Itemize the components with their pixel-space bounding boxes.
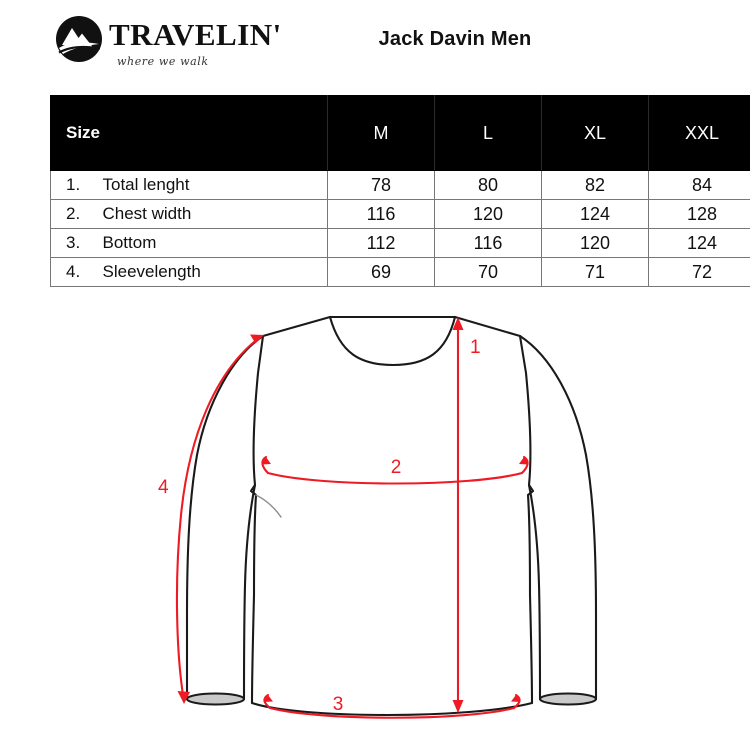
bottom-width-arrow-right [511, 695, 521, 702]
total-length-arrow-top [452, 317, 464, 330]
row-number: 3. [50, 228, 103, 258]
left-sleeve-outer-edge [185, 334, 265, 701]
bottom-width-marker [263, 693, 521, 719]
header-size-label: Size [50, 95, 328, 171]
table-row: 3. Bottom 112 116 120 124 [50, 228, 750, 258]
row-value-xxl: 84 [648, 170, 750, 200]
row-value-m: 78 [327, 170, 435, 200]
brand-logo: TRAVELIN' where we walk [55, 13, 285, 75]
row-value-xxl: 72 [648, 257, 750, 287]
bottom-width-marker-label: 3 [333, 694, 344, 715]
header-size-xl: XL [541, 95, 649, 171]
sleeve-length-marker-label: 4 [158, 477, 169, 498]
row-label: Total lenght [102, 170, 328, 200]
sleeve-length-arrow-top [250, 334, 264, 344]
row-value-xl: 120 [541, 228, 649, 258]
mountain-circle-logo-icon [56, 16, 102, 62]
row-value-l: 116 [434, 228, 542, 258]
chest-width-arrow-right [519, 457, 529, 465]
header-size-l: L [434, 95, 542, 171]
sleeve-length-marker [175, 334, 264, 704]
chest-width-line [266, 471, 524, 485]
right-cuff [539, 692, 597, 706]
chest-width-arrow-left [261, 457, 271, 465]
right-sleeve-inner-edge [527, 483, 542, 701]
page-title: Jack Davin Men [378, 28, 532, 50]
row-label: Bottom [102, 228, 328, 258]
row-value-xl: 124 [541, 199, 649, 229]
size-chart-table: Size M L XL XXL 1. Total lenght 78 80 82… [50, 95, 750, 287]
row-value-l: 120 [434, 199, 542, 229]
table-row: 1. Total lenght 78 80 82 84 [50, 170, 750, 200]
row-value-m: 69 [327, 257, 435, 287]
row-value-l: 80 [434, 170, 542, 200]
row-label: Sleevelength [102, 257, 328, 287]
row-value-l: 70 [434, 257, 542, 287]
total-length-arrow-bottom [452, 700, 464, 713]
left-shoulder-edge [261, 315, 332, 338]
row-value-xxl: 128 [648, 199, 750, 229]
total-length-marker [452, 317, 464, 713]
garment-outline [185, 315, 598, 717]
neckline-curve [328, 315, 457, 367]
right-shoulder-edge [453, 315, 522, 338]
header-size-m: M [327, 95, 435, 171]
garment-diagram-svg: 1 2 3 4 [158, 315, 598, 719]
row-value-m: 112 [327, 228, 435, 258]
chest-wrinkle-detail [255, 494, 282, 518]
table-row: 2. Chest width 116 120 124 128 [50, 199, 750, 229]
garment-diagram: 1 2 3 4 [0, 295, 750, 750]
table-body: 1. Total lenght 78 80 82 84 2. Chest wid… [50, 170, 750, 287]
left-sleeve-inner-edge [242, 483, 257, 701]
total-length-marker-label: 1 [470, 337, 481, 358]
measurement-markers [175, 317, 529, 719]
left-side-seam [250, 593, 256, 705]
sleeve-length-arrow-bottom [177, 691, 190, 704]
brand-tagline: where we walk [117, 55, 209, 68]
table-header: Size M L XL XXL [50, 95, 750, 171]
row-value-m: 116 [327, 199, 435, 229]
hem-curve [250, 701, 534, 717]
row-label: Chest width [102, 199, 328, 229]
chest-width-marker-label: 2 [391, 457, 402, 478]
header-size-xxl: XXL [648, 95, 750, 171]
left-armhole-seam [249, 334, 265, 597]
row-number: 2. [50, 199, 103, 229]
right-armhole-seam [518, 334, 535, 597]
brand-wordmark: TRAVELIN' [109, 17, 282, 52]
page-header: TRAVELIN' where we walk Jack Davin Men [0, 0, 750, 88]
table-header-row: Size M L XL XXL [50, 95, 750, 171]
row-value-xl: 71 [541, 257, 649, 287]
row-value-xxl: 124 [648, 228, 750, 258]
right-sleeve-outer-edge [518, 334, 598, 701]
sleeve-length-line [175, 336, 261, 697]
row-value-xl: 82 [541, 170, 649, 200]
table-row: 4. Sleevelength 69 70 71 72 [50, 257, 750, 287]
bottom-width-arrow-left [263, 695, 273, 702]
row-number: 4. [50, 257, 103, 287]
bottom-width-line [268, 706, 516, 719]
row-number: 1. [50, 170, 103, 200]
right-side-seam [528, 593, 534, 705]
left-cuff [186, 692, 245, 706]
chest-width-marker [261, 455, 529, 485]
